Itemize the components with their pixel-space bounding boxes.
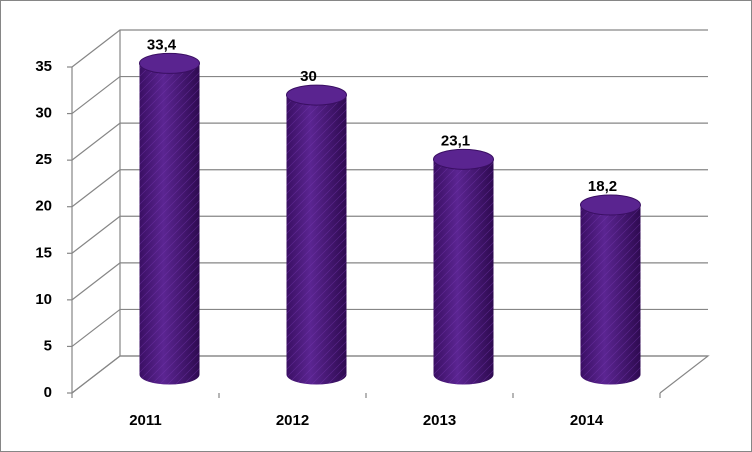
- bar: [139, 52, 200, 385]
- data-label: 33,4: [147, 36, 177, 53]
- data-label: 18,2: [588, 178, 617, 195]
- cylinder-texture: [139, 63, 200, 385]
- cylinder-top: [580, 194, 641, 216]
- y-tick-label: 35: [35, 58, 52, 75]
- plot-area: 0 5 10 15 20 25 30 35 2011 33,4 2012 30 2013 23,1 2014…: [35, 29, 710, 429]
- cylinder-texture: [286, 95, 347, 385]
- y-tick-label: 30: [35, 105, 52, 122]
- bar: [580, 194, 641, 385]
- cylinder-top: [139, 52, 200, 74]
- data-label: 23,1: [441, 132, 470, 149]
- data-label: 30: [300, 68, 317, 85]
- bar: [286, 84, 347, 385]
- x-tick-label: 2014: [570, 412, 604, 429]
- y-tick-label: 15: [35, 244, 52, 261]
- cylinder-top: [286, 84, 347, 106]
- bar: [433, 148, 494, 385]
- cylinder-texture: [433, 159, 494, 385]
- y-tick-label: 25: [35, 151, 52, 168]
- x-tick-label: 2013: [423, 412, 456, 429]
- x-tick-label: 2012: [276, 412, 309, 429]
- y-tick-label: 20: [35, 198, 52, 215]
- cylinder-texture: [580, 204, 641, 385]
- y-tick-label: 5: [44, 337, 52, 354]
- y-tick-label: 0: [44, 384, 52, 401]
- x-tick-label: 2011: [129, 412, 162, 429]
- y-tick-label: 10: [35, 291, 52, 308]
- cylinder-top: [433, 148, 494, 170]
